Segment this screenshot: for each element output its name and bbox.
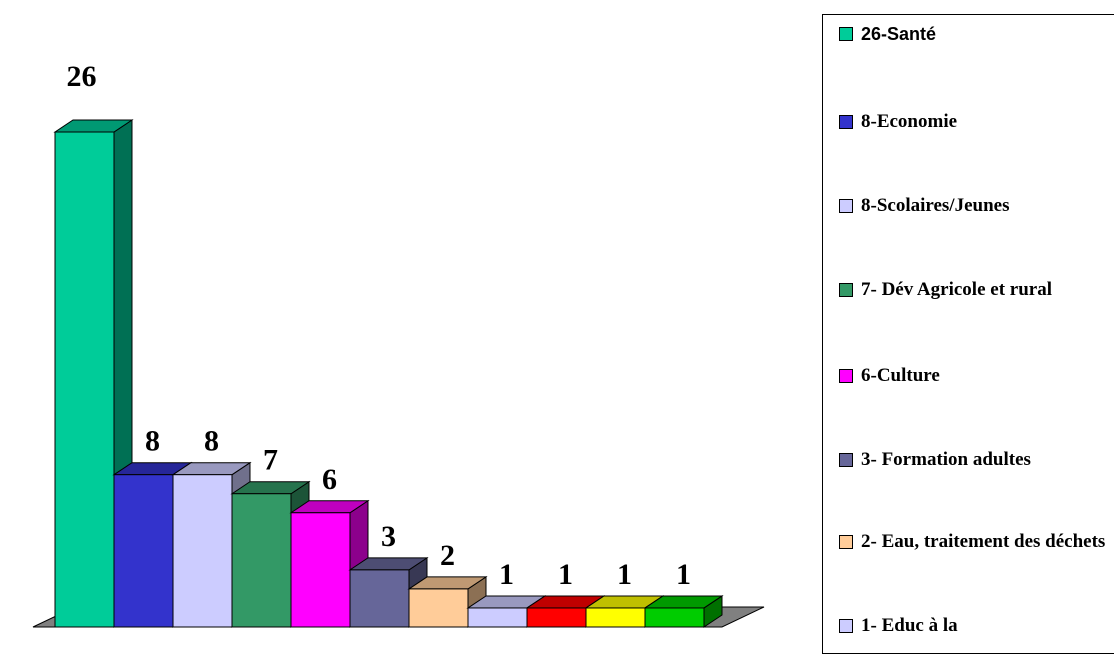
data-label: 7 (263, 444, 278, 477)
data-label: 2 (440, 539, 455, 572)
legend-item: 7- Dév Agricole et rural (839, 279, 1079, 301)
legend-swatch (839, 619, 853, 633)
legend-item: 1- Educ à la (839, 615, 1114, 637)
bar (526, 607, 587, 628)
legend-label: 7- Dév Agricole et rural (861, 279, 1052, 300)
legend-swatch (839, 27, 853, 41)
bar (349, 569, 410, 628)
data-label: 3 (381, 520, 396, 553)
data-label: 1 (499, 558, 514, 591)
legend-item: 3- Formation adultes (839, 449, 1114, 471)
data-label: 8 (145, 425, 160, 458)
bar (54, 131, 115, 628)
bar (408, 588, 469, 628)
legend-item: 6-Culture (839, 365, 1114, 387)
legend-label: 26-Santé (861, 24, 937, 44)
legend-swatch (839, 283, 853, 297)
legend-swatch (839, 199, 853, 213)
legend-label: 1- Educ à la (861, 615, 958, 636)
bar (467, 607, 528, 628)
data-label: 6 (322, 463, 337, 496)
legend-label: 6-Culture (861, 365, 940, 386)
bar (231, 493, 292, 628)
legend-item: 8-Economie (839, 111, 1114, 133)
bar (172, 474, 233, 628)
data-label: 1 (558, 558, 573, 591)
legend-label: 2- Eau, traitement des déchets (861, 531, 1106, 552)
data-label: 8 (204, 425, 219, 458)
bar (290, 512, 351, 628)
bar (585, 607, 646, 628)
legend-item: 8-Scolaires/Jeunes (839, 195, 1114, 217)
bar (113, 474, 174, 628)
data-label: 1 (676, 558, 691, 591)
legend-swatch (839, 369, 853, 383)
bar (644, 607, 705, 628)
legend-swatch (839, 453, 853, 467)
legend-swatch (839, 115, 853, 129)
legend-item: 26-Santé (839, 23, 1114, 45)
data-label: 26 (67, 60, 97, 93)
bar-chart: 26 8 8 7 6 3 2 1 1 1 1 (32, 60, 765, 628)
chart-legend: 26-Santé 8-Economie 8-Scolaires/Jeunes 7… (822, 14, 1114, 654)
legend-label: 8-Economie (861, 111, 958, 132)
legend-label: 8-Scolaires/Jeunes (861, 195, 1010, 216)
legend-item: 2- Eau, traitement des déchets (839, 531, 1109, 553)
legend-swatch (839, 535, 853, 549)
data-label: 1 (617, 558, 632, 591)
legend-label: 3- Formation adultes (861, 449, 1031, 470)
